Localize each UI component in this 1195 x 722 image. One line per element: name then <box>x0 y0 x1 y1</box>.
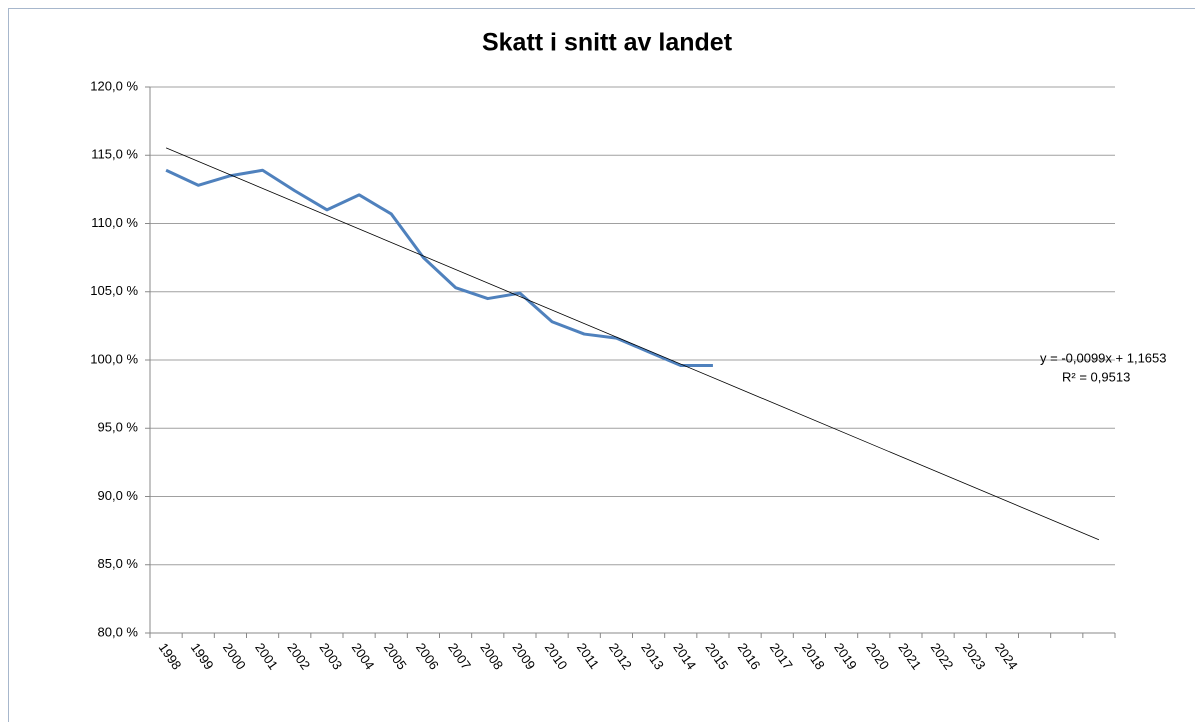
trendline <box>165 147 1100 541</box>
data-line <box>165 168 713 367</box>
chart-title: Skatt i snitt av landet <box>482 29 733 57</box>
y-tick-label: 120,0 % <box>90 78 138 93</box>
trendline-r2: R² = 0,9513 <box>1062 369 1130 384</box>
y-tick-label: 95,0 % <box>98 420 139 435</box>
chart-border <box>8 8 1195 722</box>
y-tick-label: 100,0 % <box>90 351 138 366</box>
y-tick-label: 110,0 % <box>91 215 138 230</box>
y-tick-label: 105,0 % <box>90 283 138 298</box>
y-tick-label: 80,0 % <box>98 624 139 639</box>
y-tick-label: 90,0 % <box>98 488 139 503</box>
trendline-equation: y = -0,0099x + 1,1653 <box>1040 350 1166 365</box>
y-tick-label: 85,0 % <box>98 556 139 571</box>
y-tick-label: 115,0 % <box>91 147 138 162</box>
